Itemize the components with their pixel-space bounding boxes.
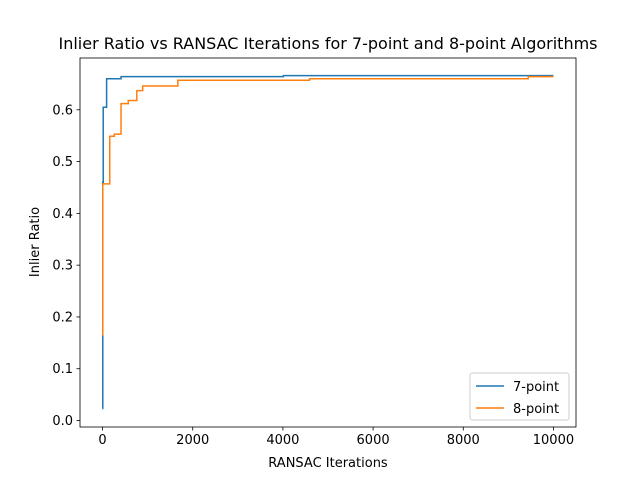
y-tick-label: 0.1 bbox=[52, 362, 73, 377]
y-tick-label: 0.4 bbox=[52, 207, 73, 222]
x-tick-label: 8000 bbox=[447, 433, 480, 448]
x-tick-label: 0 bbox=[98, 433, 106, 448]
legend-label: 7-point bbox=[513, 380, 559, 395]
series-line-7-point bbox=[102, 74, 554, 410]
series-line-8-point bbox=[102, 75, 554, 336]
x-tick-label: 10000 bbox=[533, 433, 574, 448]
x-axis-title: RANSAC Iterations bbox=[268, 456, 388, 471]
plot-area: 0 2000 4000 6000 8000 10000 0.0 0.1 0.2 0.3 0.4 0.5… bbox=[52, 57, 577, 448]
y-tick-label: 0.2 bbox=[52, 310, 73, 325]
chart-title: Inlier Ratio vs RANSAC Iterations for 7-… bbox=[58, 34, 597, 53]
y-tick-label: 0.6 bbox=[52, 103, 73, 118]
y-axis-title: Inlier Ratio bbox=[28, 207, 43, 277]
y-tick-label: 0.0 bbox=[52, 414, 73, 429]
x-tick-label: 4000 bbox=[266, 433, 299, 448]
axes-frame bbox=[79, 57, 577, 428]
x-tick-label: 2000 bbox=[176, 433, 209, 448]
y-tick-label: 0.5 bbox=[52, 155, 73, 170]
x-tick-label: 6000 bbox=[357, 433, 390, 448]
y-tick-label: 0.3 bbox=[52, 259, 73, 274]
legend: 7-point 8-point bbox=[469, 372, 570, 421]
legend-label: 8-point bbox=[513, 402, 559, 417]
